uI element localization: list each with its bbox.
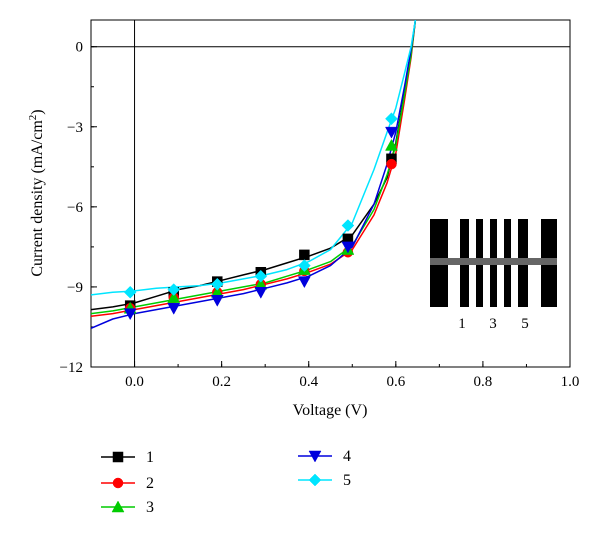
- series-5-point: [385, 112, 398, 126]
- series-3-point: [167, 291, 181, 303]
- legend-label-4: 4: [343, 448, 351, 465]
- y-tick-label: −9: [67, 280, 83, 296]
- series-4-point: [254, 287, 268, 299]
- series-2-line: [91, 20, 417, 318]
- x-tick-label: 0.8: [474, 374, 493, 390]
- series-1-point: [299, 249, 310, 261]
- series-4-point: [297, 276, 311, 289]
- y-tick-label: 0: [76, 40, 84, 56]
- y-axis-title: Current density (mA/cm2): [27, 109, 46, 276]
- legend-marker-1: [112, 451, 124, 463]
- series-5-line: [91, 20, 417, 296]
- series-2-point: [386, 158, 397, 170]
- legend-marker-5: [308, 473, 322, 487]
- x-tick-label: 1.0: [561, 374, 580, 390]
- series-3-line: [91, 20, 417, 315]
- series-5-point: [298, 259, 311, 272]
- series-1-line: [91, 20, 417, 311]
- inset-electrode-diagram: 1 3 5: [430, 219, 557, 332]
- inset-label-1: 1: [458, 316, 466, 332]
- series-5-point: [341, 219, 355, 232]
- series-4-point: [385, 126, 398, 139]
- y-tick-label: −6: [67, 200, 83, 216]
- legend-label-1: 1: [146, 449, 154, 466]
- legend-label-2: 2: [146, 475, 154, 492]
- axis-ticks: [90, 46, 571, 368]
- y-tick-label: −3: [67, 120, 83, 136]
- series-5-point: [123, 285, 137, 299]
- inset-label-3: 3: [489, 316, 497, 332]
- series-3-point: [385, 138, 398, 151]
- legend-marker-2: [112, 477, 124, 489]
- series-markers: [123, 112, 398, 321]
- series-5-point: [167, 283, 181, 296]
- series-5-point: [254, 269, 268, 283]
- series-4-point: [210, 295, 224, 307]
- inset-label-5: 5: [521, 316, 529, 332]
- x-tick-label: 0.2: [212, 374, 231, 390]
- x-tick-label: 0.6: [386, 374, 405, 390]
- x-axis-title: Voltage (V): [293, 402, 368, 419]
- series-4-point: [167, 303, 181, 315]
- legend-marker-4: [308, 450, 322, 463]
- series-curves: [91, 20, 417, 329]
- legend-label-3: 3: [146, 499, 154, 516]
- series-4-line: [91, 20, 417, 329]
- legend-label-5: 5: [343, 472, 351, 489]
- x-tick-label: 0.0: [125, 374, 144, 390]
- y-axis-title-main: Current density (mA/cm: [29, 120, 46, 277]
- inset-bar: [430, 258, 557, 265]
- legend-marker-3: [111, 500, 125, 513]
- series-4-point: [341, 241, 355, 254]
- x-tick-label: 0.4: [299, 374, 318, 390]
- plot-frame: [90, 19, 571, 368]
- y-axis-title-superscript: 2: [27, 115, 39, 121]
- legend: 1 2 3 4 5: [101, 448, 351, 516]
- series-5-point: [210, 277, 224, 291]
- series-4-point: [123, 308, 137, 321]
- axis-tick-labels: 0.0 0.2 0.4 0.6 0.8 1.0 0 −3 −6 −9 −12: [60, 40, 580, 390]
- y-tick-label: −12: [60, 360, 83, 376]
- y-axis-title-close: ): [29, 109, 46, 114]
